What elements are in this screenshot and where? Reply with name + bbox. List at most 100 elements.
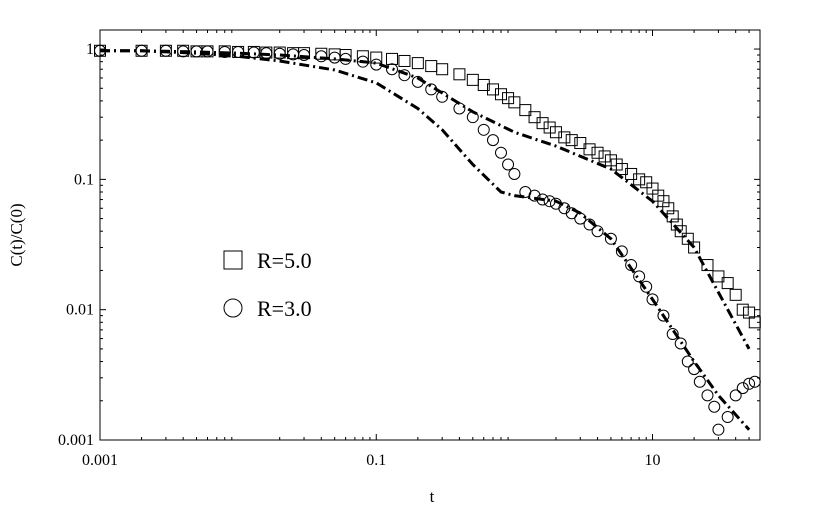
square-point (615, 163, 628, 176)
square-point (508, 96, 521, 109)
circle-point (385, 63, 398, 76)
circle-point (339, 52, 352, 65)
circle-point (495, 146, 508, 159)
square-point (574, 137, 587, 150)
x-tick-label: 0.1 (366, 452, 386, 469)
legend-label: R=3.0 (257, 296, 312, 321)
circle-point (536, 193, 549, 206)
circle-point (466, 111, 479, 124)
circle-point (411, 75, 424, 88)
y-axis-label: C(t)/C(0) (7, 203, 26, 266)
circle-point (640, 280, 653, 293)
circle-point (591, 225, 604, 238)
circle-point (657, 309, 670, 322)
square-point (674, 225, 687, 238)
circle-point (721, 411, 734, 424)
circle-point (94, 44, 106, 57)
circle-point (743, 377, 756, 390)
circle-point (693, 375, 706, 388)
y-tick-label: 0.1 (74, 171, 94, 188)
circle-point (177, 45, 190, 58)
square-point (583, 143, 596, 156)
fit-lines (100, 49, 751, 431)
circle-point (159, 44, 172, 57)
y-tick-label: 1 (86, 41, 94, 58)
square-point (729, 288, 742, 301)
legend-marker-circle (223, 298, 243, 318)
legend-label: R=5.0 (257, 248, 312, 273)
circle-point (425, 83, 438, 96)
square-point (411, 57, 424, 70)
circle-point (748, 375, 761, 388)
square-point (315, 47, 328, 60)
square-point (640, 176, 653, 189)
circle-point (712, 423, 725, 436)
square-point (543, 121, 556, 134)
square-point (466, 73, 479, 86)
fit-line-1 (100, 49, 751, 350)
square-point (385, 52, 398, 65)
circle-point (232, 45, 245, 58)
y-tick-label: 0.01 (66, 302, 94, 319)
circle-point (701, 389, 714, 402)
circle-point (625, 259, 638, 272)
square-point (536, 117, 549, 130)
plot-frame (99, 29, 761, 441)
circle-point (315, 50, 328, 63)
square-point (701, 259, 714, 272)
circle-point (477, 123, 490, 136)
circle-point (681, 355, 694, 368)
square-point (657, 195, 670, 208)
circle-point (604, 232, 617, 245)
square-point (736, 303, 749, 316)
square-point (495, 88, 508, 101)
circle-point (574, 212, 587, 225)
y-axis-ticks: 1 0.1 0.01 0.001 (58, 41, 760, 449)
circle-point (398, 69, 411, 82)
circle-point (543, 195, 556, 208)
square-point (477, 78, 490, 91)
x-tick-label: 0.001 (82, 452, 118, 469)
square-point (502, 92, 515, 105)
square-point (591, 146, 604, 159)
fit-line-2 (100, 49, 751, 431)
circle-point (565, 207, 578, 220)
circle-point (201, 45, 214, 58)
circle-point (583, 218, 596, 231)
legend: R=5.0 R=3.0 (223, 248, 312, 321)
circle-point (558, 202, 571, 215)
circle-point (633, 270, 646, 283)
x-axis-label: t (430, 487, 435, 506)
circle-point (508, 167, 521, 180)
circle-point (273, 47, 286, 60)
square-point (662, 202, 675, 215)
circle-point (218, 45, 231, 58)
x-axis-ticks: 0.001 0.1 10 (82, 30, 761, 469)
square-point (398, 54, 411, 67)
circle-point (736, 382, 749, 395)
circle-point (356, 55, 369, 68)
square-point (748, 316, 761, 329)
circle-point (646, 293, 659, 306)
square-point (486, 83, 499, 96)
circle-point (260, 47, 273, 60)
square-point (356, 50, 369, 63)
circle-point (298, 49, 311, 62)
circle-point (453, 102, 466, 115)
square-point (558, 131, 571, 144)
legend-marker-square (223, 250, 243, 270)
square-point (712, 270, 725, 283)
circle-point (486, 134, 499, 147)
square-point (721, 277, 734, 290)
circle-point (502, 158, 515, 171)
data-markers (94, 44, 761, 436)
circle-point (666, 328, 679, 341)
y-tick-label: 0.001 (58, 432, 94, 449)
circle-point (247, 46, 260, 59)
square-point (598, 150, 611, 163)
circle-point (528, 189, 541, 202)
square-point (633, 173, 646, 186)
square-point (681, 232, 694, 245)
square-point (453, 68, 466, 81)
